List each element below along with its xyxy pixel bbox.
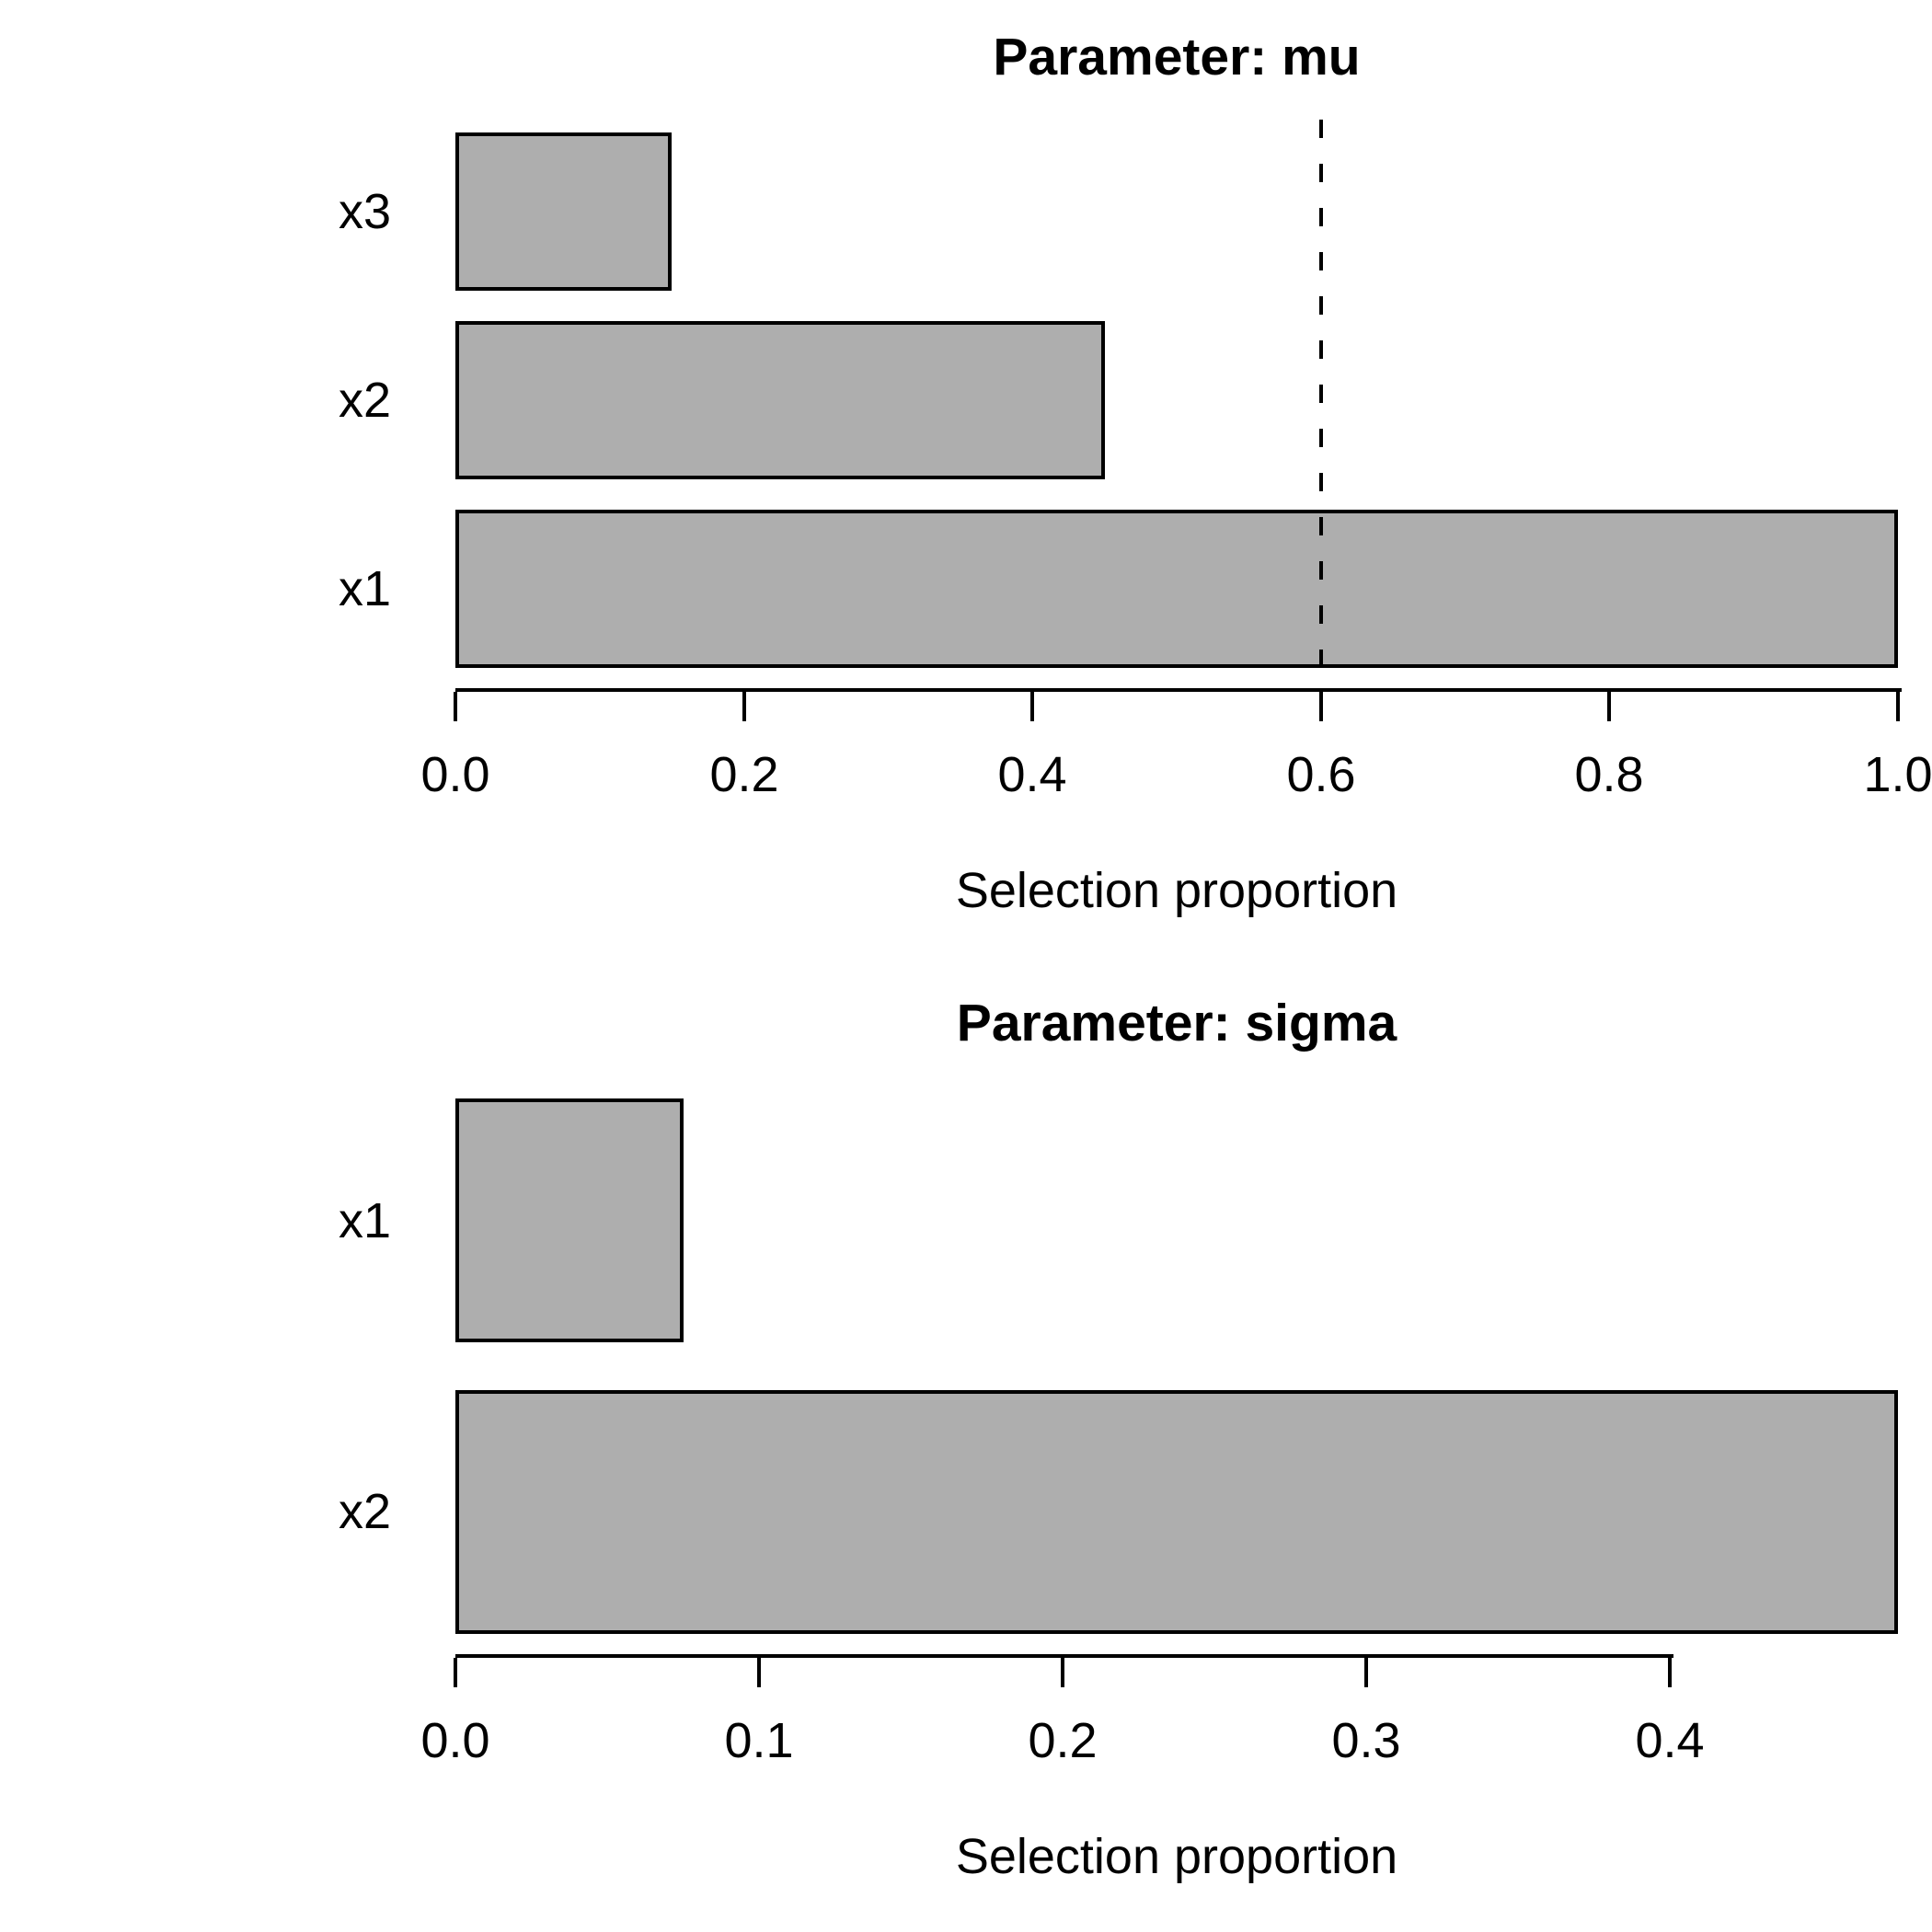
threshold-dashed-line	[1319, 120, 1323, 688]
category-label-x2: x2	[338, 373, 391, 428]
x-axis-tick	[1607, 692, 1611, 721]
x-axis-tick	[1896, 692, 1900, 721]
category-label-x1: x1	[338, 561, 391, 616]
x-axis-tick-label: 0.3	[1331, 1713, 1401, 1768]
x-axis-tick-label: 0.1	[724, 1713, 794, 1768]
category-label-x1: x1	[338, 1193, 391, 1248]
chart-parameter-sigma: Parameter: sigma Selection proportion x1…	[0, 966, 1932, 1932]
x-axis-tick	[1030, 692, 1034, 721]
bar-x1	[455, 510, 1898, 668]
x-axis-tick-label: 0.0	[420, 747, 490, 802]
x-axis-tick	[454, 1658, 457, 1687]
x-axis-tick	[454, 692, 457, 721]
chart-title: Parameter: mu	[993, 28, 1361, 86]
category-label-x3: x3	[338, 184, 391, 239]
bar-x3	[455, 132, 672, 291]
x-axis-tick	[1319, 692, 1323, 721]
x-axis-tick	[1668, 1658, 1672, 1687]
category-label-x2: x2	[338, 1484, 391, 1539]
x-axis-line	[455, 1654, 1673, 1658]
x-axis-tick	[1061, 1658, 1064, 1687]
x-axis-tick-label: 0.4	[1635, 1713, 1705, 1768]
x-axis-tick-label: 0.4	[997, 747, 1067, 802]
x-axis-label: Selection proportion	[955, 863, 1398, 918]
chart-title: Parameter: sigma	[956, 994, 1397, 1052]
bar-x2	[455, 321, 1105, 479]
bar-x2	[455, 1390, 1898, 1634]
x-axis-label: Selection proportion	[955, 1829, 1398, 1884]
x-axis-tick	[757, 1658, 761, 1687]
x-axis-tick-label: 0.6	[1286, 747, 1356, 802]
x-axis-line	[455, 688, 1902, 692]
bar-x1	[455, 1098, 684, 1342]
x-axis-tick-label: 1.0	[1863, 747, 1932, 802]
x-axis-tick-label: 0.2	[709, 747, 779, 802]
chart-parameter-mu: Parameter: mu Selection proportion x3 x2 x…	[338, 28, 1932, 918]
x-axis-tick	[742, 692, 746, 721]
x-axis-tick-label: 0.0	[420, 1713, 490, 1768]
x-axis-tick-label: 0.2	[1028, 1713, 1098, 1768]
x-axis-tick	[1364, 1658, 1368, 1687]
x-axis-tick-label: 0.8	[1574, 747, 1644, 802]
